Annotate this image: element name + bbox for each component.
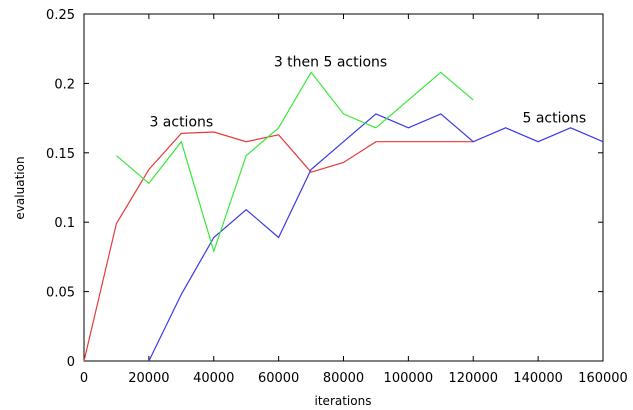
y-tick-label: 0: [67, 355, 75, 370]
annotation-group: 3 actions 3 then 5 actions 5 actions: [149, 55, 586, 131]
series-line-3: [116, 71, 474, 254]
y-tick-label: 0.1: [54, 216, 75, 231]
series-annotation: 3 then 5 actions: [274, 55, 387, 71]
series-group: [83, 71, 604, 362]
series-line-1: [83, 131, 474, 362]
x-tick-label: 80000: [323, 371, 364, 386]
x-axis-label: iterations: [315, 394, 372, 408]
y-tick-label: 0.2: [54, 77, 75, 92]
series-annotation: 5 actions: [522, 110, 586, 126]
y-tick-label: 0.25: [46, 8, 75, 23]
y-tick-label: 0.05: [46, 286, 75, 301]
x-tick-label: 160000: [578, 371, 628, 386]
x-axis-ticks: 0 20000 40000 60000 80000 100000 120000 140000 1…: [80, 14, 628, 386]
x-tick-label: 140000: [513, 371, 563, 386]
series-line-2: [148, 113, 604, 362]
x-tick-label: 60000: [258, 371, 299, 386]
series-annotation: 3 actions: [149, 114, 213, 130]
x-tick-label: 20000: [128, 371, 169, 386]
x-tick-label: 0: [80, 371, 88, 386]
y-tick-label: 0.15: [46, 147, 75, 162]
y-axis-ticks: 0 0.05 0.1 0.15 0.2 0.25: [46, 8, 603, 370]
x-tick-label: 120000: [448, 371, 498, 386]
y-axis-label: evaluation: [13, 156, 27, 219]
plot-area: [83, 13, 604, 362]
x-tick-label: 100000: [384, 371, 434, 386]
x-tick-label: 40000: [193, 371, 234, 386]
